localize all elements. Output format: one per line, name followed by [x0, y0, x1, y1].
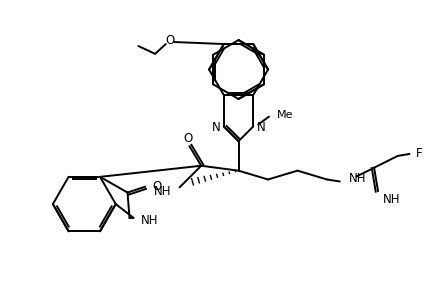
- Text: N: N: [256, 121, 265, 134]
- Text: O: O: [183, 132, 193, 145]
- Text: O: O: [165, 34, 174, 47]
- Text: NH: NH: [382, 193, 400, 206]
- Text: NH: NH: [141, 214, 158, 226]
- Text: NH: NH: [154, 185, 171, 198]
- Text: Me: Me: [276, 110, 293, 120]
- Text: F: F: [415, 147, 422, 160]
- Text: NH: NH: [348, 172, 365, 185]
- Text: O: O: [152, 180, 161, 193]
- Text: N: N: [211, 121, 220, 134]
